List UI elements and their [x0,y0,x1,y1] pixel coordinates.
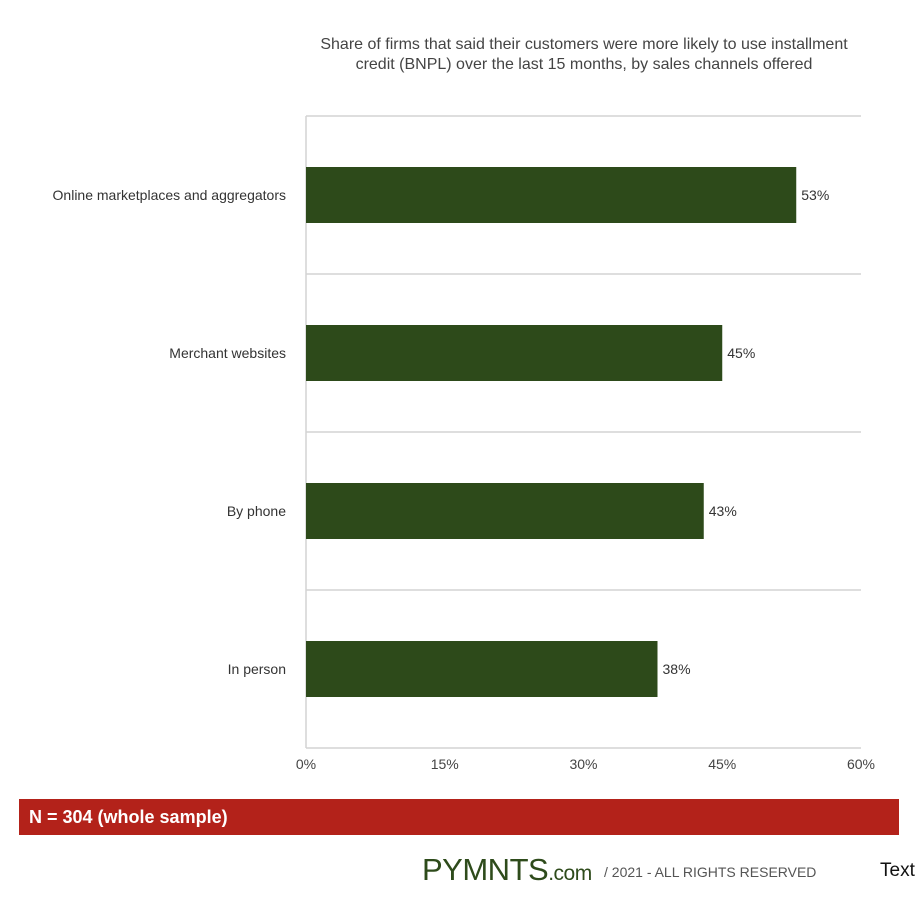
sample-size-text: N = 304 (whole sample) [29,806,228,827]
bar [306,641,658,697]
x-tick-label: 30% [569,756,597,772]
category-label: Merchant websites [169,345,286,361]
copyright-text: / 2021 - ALL RIGHTS RESERVED [604,864,817,880]
logo-suffix-text: .com [548,862,592,885]
category-label: In person [228,661,286,677]
bar-chart: 53% Online marketplaces and aggregators 45… [53,115,875,772]
x-tick-label: 45% [708,756,736,772]
bar-value-label: 38% [663,661,691,677]
category-label: By phone [227,503,286,519]
bar-value-label: 43% [709,503,737,519]
x-tick-label: 60% [847,756,875,772]
logo-main-text: PYMNTS [422,852,549,887]
sample-size-banner: N = 304 (whole sample) [19,799,899,835]
chart-title: Share of firms that said their customers… [320,36,848,73]
x-tick-label: 0% [296,756,316,772]
x-tick-label: 15% [431,756,459,772]
bar-value-label: 45% [727,345,755,361]
bar [306,483,704,539]
bar [306,167,797,223]
bar-value-label: 53% [801,187,829,203]
category-label: Online marketplaces and aggregators [53,187,286,203]
bar [306,325,723,381]
footer-extra-text: Text [880,860,915,881]
pymnts-logo: PYMNTS .com [422,852,592,888]
